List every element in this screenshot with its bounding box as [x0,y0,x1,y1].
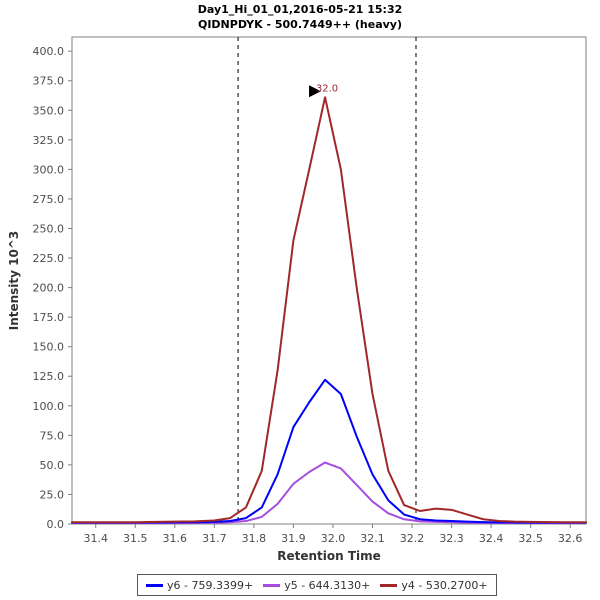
x-tick-label: 31.4 [83,532,108,545]
y-tick-label: 325.0 [33,134,65,147]
x-tick-label: 32.4 [479,532,504,545]
x-tick-label: 31.7 [202,532,227,545]
legend-label-y5: y5 - 644.3130+ [284,578,371,592]
plot-frame [71,36,587,525]
y-tick-label: 50.0 [40,459,65,472]
legend: y6 - 759.3399+ y5 - 644.3130+ y4 - 530.2… [137,574,497,596]
y-tick-label: 175.0 [33,311,65,324]
y-tick-label: 100.0 [33,400,65,413]
title-line-2: QIDNPDYK - 500.7449++ (heavy) [197,18,402,31]
legend-swatch-y5 [263,583,281,587]
peak-annotation-label: 32.0 [316,83,338,94]
title-line-1: Day1_Hi_01_01,2016-05-21 15:32 [197,3,403,16]
chart-title: Day1_Hi_01_01,2016-05-21 15:32 QIDNPDYK … [0,2,600,32]
y-tick-label: 275.0 [33,193,65,206]
legend-label-y6: y6 - 759.3399+ [167,578,254,592]
x-tick-label: 32.5 [518,532,543,545]
y-tick-label: 25.0 [40,488,65,501]
x-axis-title: Retention Time [277,549,381,563]
y-tick-label: 300.0 [33,163,65,176]
y-tick-label: 250.0 [33,222,65,235]
x-tick-label: 31.8 [242,532,267,545]
legend-swatch-y6 [146,583,163,587]
legend-item-y4[interactable]: y4 - 530.2700+ [380,578,488,592]
x-tick-label: 31.6 [163,532,188,545]
legend-item-y5[interactable]: y5 - 644.3130+ [263,579,370,592]
x-tick-label: 31.5 [123,532,148,545]
x-tick-label: 32.1 [360,532,385,545]
y-tick-label: 225.0 [33,252,65,265]
y-tick-label: 200.0 [33,282,65,295]
x-tick-label: 32.6 [558,532,583,545]
legend-label-y4: y4 - 530.2700+ [401,578,488,592]
y-tick-label: 375.0 [33,75,65,88]
series-line[interactable] [71,96,587,524]
x-tick-label: 31.9 [281,532,306,545]
left-triangle-marker-icon[interactable] [309,85,322,98]
legend-swatch-y4 [380,583,398,587]
y-axis-title: Intensity 10^3 [7,231,21,331]
x-tick-label: 32.3 [439,532,464,545]
y-tick-label: 150.0 [33,341,65,354]
y-tick-label: 0.0 [47,518,65,531]
y-tick-label: 350.0 [33,104,65,117]
y-tick-label: 400.0 [33,45,65,58]
x-tick-label: 32.2 [400,532,425,545]
y-tick-label: 75.0 [40,429,65,442]
x-tick-label: 32.0 [321,532,346,545]
y-tick-label: 125.0 [33,370,65,383]
legend-item-y6[interactable]: y6 - 759.3399+ [146,579,253,592]
